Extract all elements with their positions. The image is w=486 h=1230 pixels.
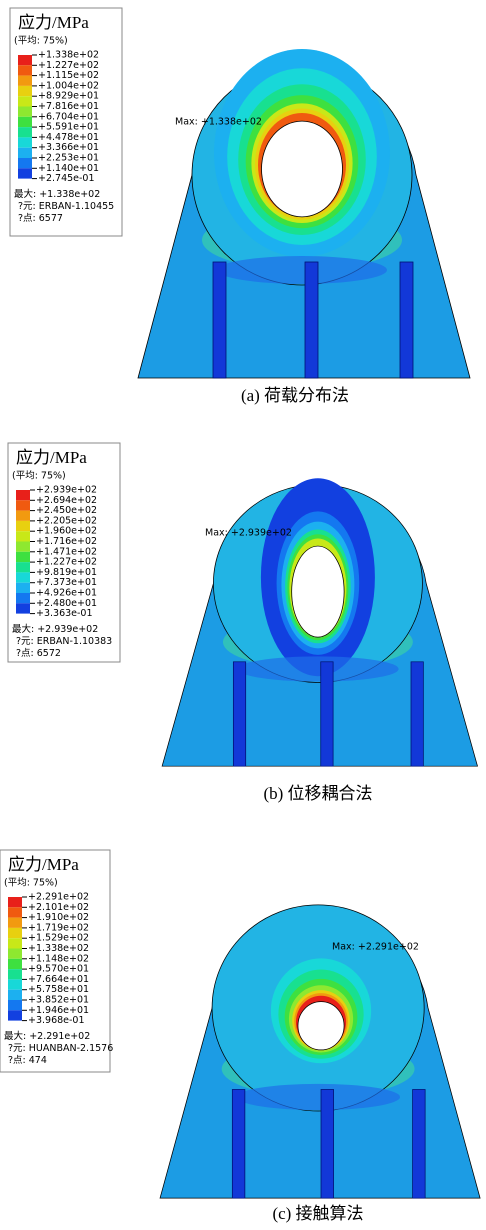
legend-level: +2.745e-01 — [38, 173, 95, 184]
legend-averaging: (平均: 75%) — [14, 35, 68, 47]
post — [321, 1089, 334, 1198]
legend-swatch — [8, 1010, 22, 1020]
legend-swatch — [8, 969, 22, 979]
legend-swatch — [18, 158, 32, 168]
legend-level: +3.968e-01 — [28, 1015, 85, 1026]
legend-swatch — [8, 938, 22, 948]
post — [232, 1089, 245, 1198]
legend-swatch — [16, 593, 30, 603]
caption: (b) 位移耦合法 — [263, 784, 372, 803]
legend-swatch — [8, 990, 22, 1000]
max-label: 最大: +2.291e+02 — [4, 1030, 90, 1042]
max-label: 最大: +1.338e+02 — [14, 188, 100, 200]
max-annotation: Max: +2.939e+02 — [205, 528, 292, 539]
legend-swatch — [16, 490, 30, 500]
legend-averaging: (平均: 75%) — [12, 470, 66, 482]
post — [400, 262, 413, 378]
lower-zone — [236, 1084, 400, 1110]
max-annotation: Max: +2.291e+02 — [332, 942, 419, 953]
legend-swatch — [16, 531, 30, 541]
legend-swatch — [18, 86, 32, 96]
element-label: ?元: ERBAN-1.10383 — [16, 636, 112, 647]
legend-level: +3.363e-01 — [36, 608, 93, 619]
lower-zone — [217, 256, 387, 284]
legend-swatch — [18, 76, 32, 86]
legend-swatch — [16, 521, 30, 531]
lower-zone — [237, 656, 399, 681]
legend-swatch — [16, 603, 30, 613]
legend-swatch — [18, 55, 32, 65]
post — [305, 262, 318, 378]
post — [411, 662, 423, 766]
legend-swatch — [8, 918, 22, 928]
fe-model — [138, 49, 470, 378]
legend-swatch — [18, 148, 32, 158]
legend-swatch — [18, 117, 32, 127]
max-annotation: Max: +1.338e+02 — [175, 117, 262, 128]
legend-swatch — [18, 137, 32, 147]
legend-swatch — [18, 96, 32, 106]
node-label: ?点: 474 — [8, 1055, 47, 1066]
legend-swatch — [18, 168, 32, 178]
legend-swatch — [18, 65, 32, 75]
node-label: ?点: 6572 — [16, 648, 61, 659]
legend-title: 应力/MPa — [8, 855, 79, 874]
legend-averaging: (平均: 75%) — [4, 877, 58, 889]
legend-swatch — [8, 949, 22, 959]
legend-title: 应力/MPa — [16, 448, 87, 467]
legend-swatch — [16, 500, 30, 510]
legend-swatch — [16, 562, 30, 572]
legend-swatch — [8, 897, 22, 907]
element-label: ?元: ERBAN-1.10455 — [18, 201, 114, 212]
legend-swatch — [8, 1000, 22, 1010]
legend-swatch — [8, 928, 22, 938]
legend-swatch — [8, 907, 22, 917]
legend-title: 应力/MPa — [18, 13, 89, 32]
post — [233, 662, 245, 766]
element-label: ?元: HUANBAN-2.1576 — [8, 1043, 113, 1054]
fe-model — [162, 478, 477, 766]
hole — [292, 546, 344, 637]
legend-swatch — [8, 979, 22, 989]
post — [413, 1089, 426, 1198]
figure: 应力/MPa(平均: 75%)+1.338e+02+1.227e+02+1.11… — [0, 0, 486, 1230]
legend-swatch — [16, 552, 30, 562]
legend-swatch — [18, 107, 32, 117]
legend-swatch — [16, 572, 30, 582]
legend-swatch — [16, 583, 30, 593]
fe-model — [160, 905, 480, 1198]
hole — [298, 1002, 344, 1050]
caption: (c) 接触算法 — [272, 1204, 363, 1223]
legend-swatch — [16, 542, 30, 552]
hole — [262, 121, 343, 217]
post — [213, 262, 226, 378]
node-label: ?点: 6577 — [18, 213, 63, 224]
max-label: 最大: +2.939e+02 — [12, 623, 98, 635]
legend-swatch — [16, 511, 30, 521]
legend-swatch — [18, 127, 32, 137]
legend-swatch — [8, 959, 22, 969]
caption: (a) 荷载分布法 — [241, 386, 349, 405]
post — [321, 662, 333, 766]
